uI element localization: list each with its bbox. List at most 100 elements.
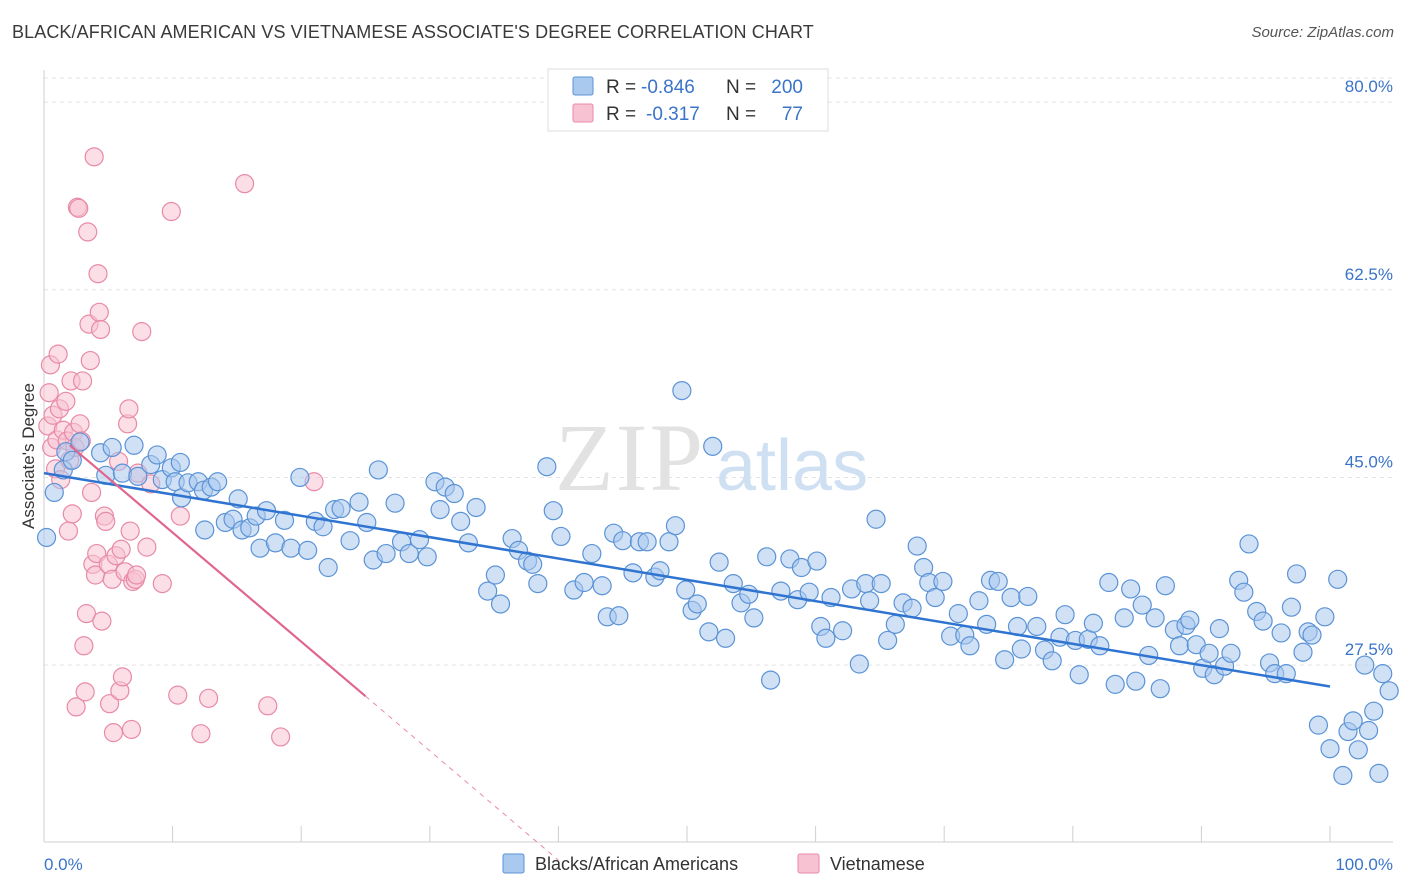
black-african-american-point bbox=[1343, 711, 1363, 731]
vietnamese-point bbox=[119, 399, 139, 419]
vietnamese-point bbox=[88, 264, 108, 284]
black-african-american-point bbox=[1011, 639, 1031, 659]
x-tick-label-max: 100.0% bbox=[1335, 855, 1393, 874]
x-ticks bbox=[43, 826, 1331, 842]
watermark: ZIP atlas bbox=[555, 404, 868, 511]
black-african-american-point bbox=[1150, 679, 1170, 699]
bottom-legend-swatch-blue bbox=[502, 853, 525, 874]
black-african-american-point bbox=[543, 501, 563, 521]
black-african-american-point bbox=[1090, 636, 1110, 656]
black-african-american-point bbox=[676, 580, 696, 600]
black-african-american-point bbox=[637, 532, 657, 552]
black-african-american-point bbox=[128, 466, 148, 486]
vietnamese-point bbox=[271, 727, 291, 747]
black-african-american-point bbox=[609, 606, 629, 626]
black-african-american-point bbox=[948, 604, 968, 624]
black-african-american-points bbox=[36, 380, 1399, 786]
black-african-american-point bbox=[1155, 576, 1175, 596]
black-african-american-point bbox=[1145, 608, 1165, 628]
black-african-american-point bbox=[528, 573, 548, 594]
black-african-american-point bbox=[969, 591, 989, 611]
gridlines bbox=[44, 77, 1393, 666]
black-african-american-point bbox=[485, 565, 505, 585]
black-african-american-point bbox=[331, 498, 351, 519]
black-african-american-point bbox=[833, 621, 853, 641]
black-african-american-point bbox=[592, 576, 612, 596]
vietnamese-point bbox=[126, 565, 147, 585]
black-african-american-point bbox=[613, 531, 633, 551]
black-african-american-point bbox=[208, 472, 228, 492]
black-african-american-point bbox=[860, 591, 880, 611]
black-african-american-point bbox=[1328, 569, 1348, 589]
black-african-american-point bbox=[340, 531, 360, 551]
trend-line-pink-extension bbox=[365, 695, 559, 861]
black-african-american-point bbox=[1126, 671, 1146, 691]
watermark-zip: ZIP bbox=[555, 404, 705, 511]
legend-n-value-1: 200 bbox=[771, 77, 803, 98]
black-african-american-point bbox=[274, 510, 295, 530]
x-tick-label-min: 0.0% bbox=[44, 855, 83, 874]
black-african-american-point bbox=[1027, 616, 1047, 637]
vietnamese-point bbox=[161, 201, 181, 222]
legend-n-value-2: 77 bbox=[782, 104, 803, 125]
black-african-american-point bbox=[1355, 655, 1375, 675]
axes bbox=[43, 70, 1393, 843]
vietnamese-point bbox=[168, 685, 188, 705]
black-african-american-point bbox=[1286, 564, 1307, 584]
black-african-american-point bbox=[466, 497, 486, 518]
black-african-american-point bbox=[44, 482, 64, 503]
black-african-american-point bbox=[960, 636, 980, 656]
vietnamese-point bbox=[235, 174, 255, 194]
black-african-american-point bbox=[1253, 611, 1273, 631]
black-african-american-point bbox=[885, 614, 905, 634]
black-african-american-point bbox=[70, 432, 90, 452]
black-african-american-point bbox=[1308, 715, 1329, 735]
black-african-american-point bbox=[349, 492, 369, 512]
black-african-american-point bbox=[385, 493, 405, 513]
black-african-american-point bbox=[659, 532, 679, 552]
black-african-american-point bbox=[368, 460, 388, 480]
black-african-american-point bbox=[112, 463, 133, 483]
black-african-american-point bbox=[1055, 605, 1075, 625]
vietnamese-point bbox=[76, 604, 97, 624]
black-african-american-point bbox=[417, 547, 437, 567]
black-african-american-point bbox=[1348, 740, 1368, 760]
black-african-american-point bbox=[523, 554, 543, 574]
black-african-american-point bbox=[537, 457, 557, 477]
legend-swatch-blue bbox=[572, 76, 594, 96]
black-african-american-point bbox=[1333, 765, 1353, 786]
black-african-american-point bbox=[1239, 534, 1259, 554]
vietnamese-point bbox=[48, 344, 68, 364]
black-african-american-point bbox=[1121, 579, 1141, 599]
black-african-american-point bbox=[1369, 763, 1389, 783]
black-african-american-point bbox=[376, 543, 396, 564]
black-african-american-point bbox=[807, 551, 827, 571]
black-african-american-point bbox=[744, 608, 764, 628]
black-african-american-point bbox=[430, 500, 450, 520]
vietnamese-point bbox=[78, 222, 98, 242]
black-african-american-point bbox=[902, 598, 922, 618]
black-african-american-point bbox=[723, 573, 743, 594]
black-african-american-point bbox=[1083, 613, 1103, 633]
vietnamese-point bbox=[70, 414, 90, 434]
black-african-american-point bbox=[878, 630, 898, 651]
black-african-american-point bbox=[281, 538, 301, 558]
y-axis-label: Associate's Degree bbox=[19, 383, 38, 529]
chart-title: BLACK/AFRICAN AMERICAN VS VIETNAMESE ASS… bbox=[12, 22, 814, 42]
black-african-american-point bbox=[1315, 607, 1335, 627]
black-african-american-point bbox=[1302, 625, 1322, 645]
bottom-legend: Blacks/African Americans Vietnamese bbox=[502, 853, 925, 874]
black-african-american-point bbox=[1358, 720, 1379, 741]
black-african-american-point bbox=[907, 536, 927, 556]
black-african-american-point bbox=[1379, 681, 1399, 701]
black-african-american-point bbox=[665, 516, 686, 536]
black-african-american-point bbox=[62, 450, 82, 470]
black-african-american-point bbox=[1271, 623, 1291, 643]
trend-lines bbox=[43, 444, 1331, 861]
black-african-american-point bbox=[1180, 610, 1200, 630]
black-african-american-point bbox=[1114, 608, 1134, 628]
black-african-american-point bbox=[709, 552, 729, 572]
bottom-legend-label-blue: Blacks/African Americans bbox=[535, 854, 738, 874]
vietnamese-point bbox=[152, 573, 172, 594]
